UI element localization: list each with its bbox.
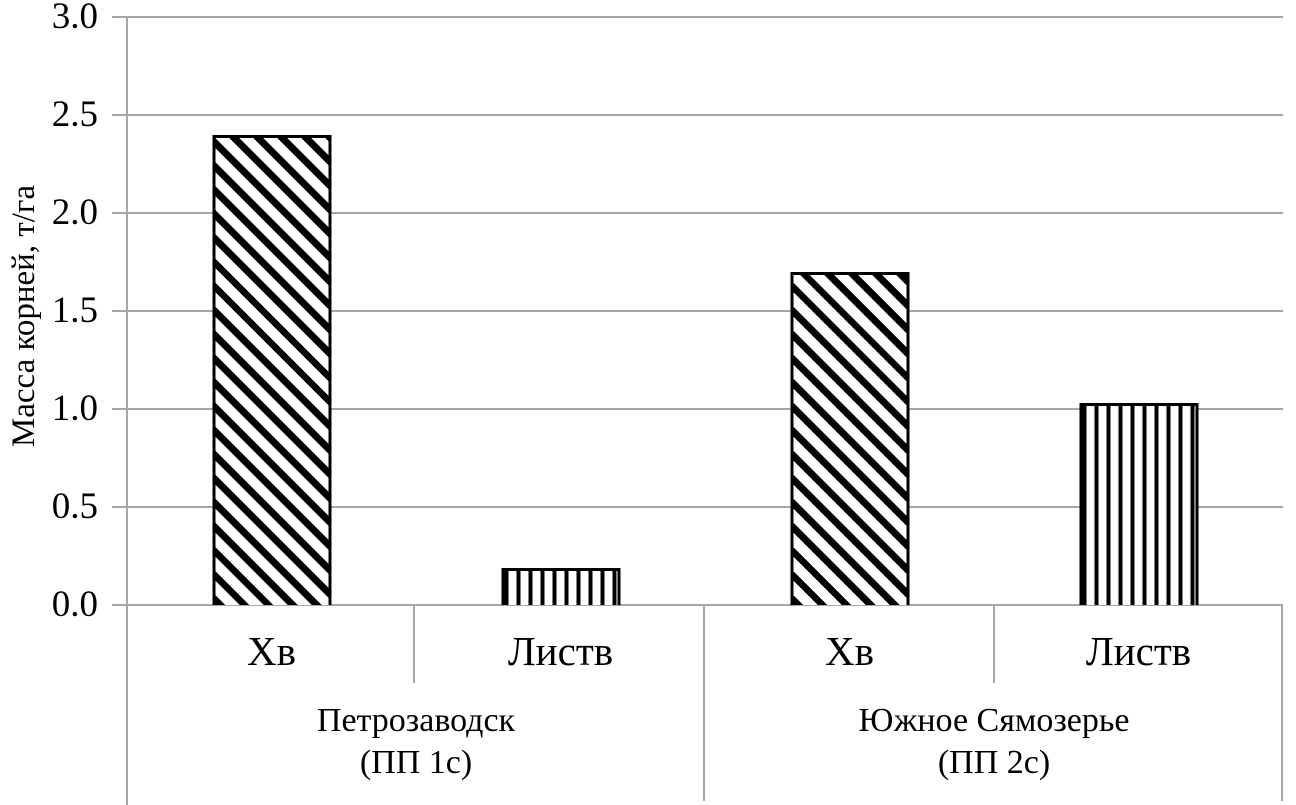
y-tick-label: 1.0 bbox=[51, 388, 98, 429]
axis-group-divider bbox=[703, 605, 705, 801]
x-category-label: Листв bbox=[1085, 628, 1192, 674]
gridline bbox=[112, 506, 1283, 508]
x-axis-group-row: Петрозаводск (ПП 1с) Южное Сямозерье (ПП… bbox=[127, 683, 1283, 800]
bar-petrozavodsk-listv bbox=[501, 567, 620, 605]
y-tick-label: 0.5 bbox=[51, 486, 98, 527]
group-label-line2: (ПП 1с) bbox=[359, 743, 473, 781]
y-tick-label: 0.0 bbox=[51, 584, 98, 625]
plot-area bbox=[112, 16, 1283, 606]
gridline bbox=[112, 310, 1283, 312]
bar-cell bbox=[705, 17, 994, 605]
x-category-label: Листв bbox=[507, 628, 614, 674]
bar-petrozavodsk-hv bbox=[212, 134, 331, 605]
x-category-label: Хв bbox=[825, 628, 874, 674]
y-tick-label: 3.0 bbox=[51, 0, 98, 37]
gridline bbox=[112, 408, 1283, 410]
y-tick-label: 2.5 bbox=[51, 94, 98, 135]
y-tick-label: 1.5 bbox=[51, 290, 98, 331]
group-label-line1: Петрозаводск bbox=[316, 701, 516, 739]
axis-divider bbox=[413, 605, 415, 683]
x-category-label: Хв bbox=[247, 628, 296, 674]
x-axis-category-row: Хв Листв Хв Листв bbox=[127, 605, 1283, 683]
y-axis-line bbox=[126, 17, 128, 805]
x-group-label-petrozavodsk: Петрозаводск (ПП 1с) bbox=[127, 683, 705, 800]
y-tick-label: 2.0 bbox=[51, 192, 98, 233]
axis-group-divider bbox=[1281, 605, 1283, 801]
axis-divider bbox=[993, 605, 995, 683]
bar-yuzhnoe-listv bbox=[1079, 403, 1198, 605]
y-axis-tick-labels: 0.0 0.5 1.0 1.5 2.0 2.5 3.0 bbox=[28, 0, 98, 625]
bar-yuzhnoe-hv bbox=[790, 271, 909, 605]
gridline bbox=[112, 16, 1283, 18]
bar-cell bbox=[416, 17, 705, 605]
bars-container bbox=[127, 17, 1283, 605]
gridline bbox=[112, 212, 1283, 214]
gridline bbox=[112, 114, 1283, 116]
group-label-line1: Южное Сямозерье bbox=[858, 701, 1130, 739]
bar-cell bbox=[994, 17, 1283, 605]
gridline bbox=[112, 604, 1283, 606]
x-group-label-yuzhnoe-syamozerye: Южное Сямозерье (ПП 2с) bbox=[705, 683, 1283, 800]
bar-cell bbox=[127, 17, 416, 605]
group-label-line2: (ПП 2с) bbox=[937, 743, 1051, 781]
